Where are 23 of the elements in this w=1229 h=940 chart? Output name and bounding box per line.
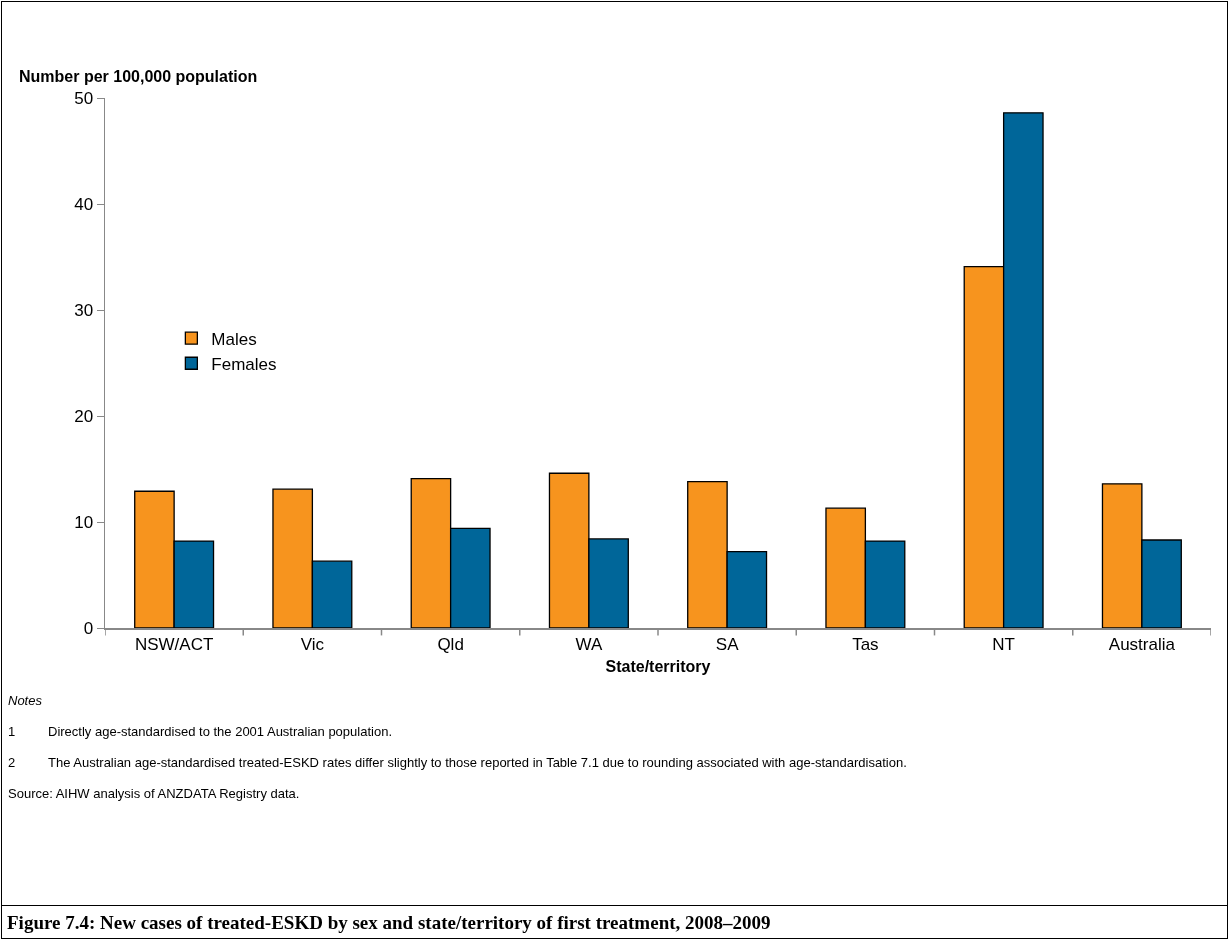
y-tick-label: 30 (74, 300, 94, 320)
x-tick-label: Tas (852, 634, 879, 654)
text: 1 Directly age-standardised to the 2001 Australian population. (8, 723, 393, 741)
text: 2 The Australian age-standardised treated-ESKD rates differ slightly to those reported in Table 7.1 due to rounding associated with age-standardisation. (8, 754, 908, 772)
y-tick-label: 50 (74, 88, 94, 108)
x-tick-label: NT (992, 634, 1015, 654)
x-tick-label: SA (715, 634, 740, 654)
source-note: Source: AIHW analysis of ANZDATA Registry data. (8, 785, 301, 803)
y-axis-title: Number per 100,000 population (19, 68, 258, 85)
x-tick-label: Qld (437, 634, 464, 654)
x-tick-label: WA (575, 634, 603, 654)
x-axis-title: State/territory (605, 658, 711, 676)
legend-label: Females (211, 354, 277, 374)
y-tick-label: 0 (83, 618, 94, 638)
x-tick-label: NSW/ACT (134, 634, 214, 654)
text: Notes (8, 692, 43, 710)
y-tick-label: 20 (74, 406, 94, 426)
x-tick-label: Vic (300, 634, 325, 654)
y-tick-label: 40 (74, 194, 94, 214)
legend-label: Males (211, 329, 257, 349)
x-tick-label: Australia (1108, 634, 1176, 654)
text: Figure 7.4: New cases of treated-ESKD by sex and state/territory of first treatment, 2008–2009 (2, 905, 1227, 938)
y-tick-label: 10 (74, 512, 94, 532)
